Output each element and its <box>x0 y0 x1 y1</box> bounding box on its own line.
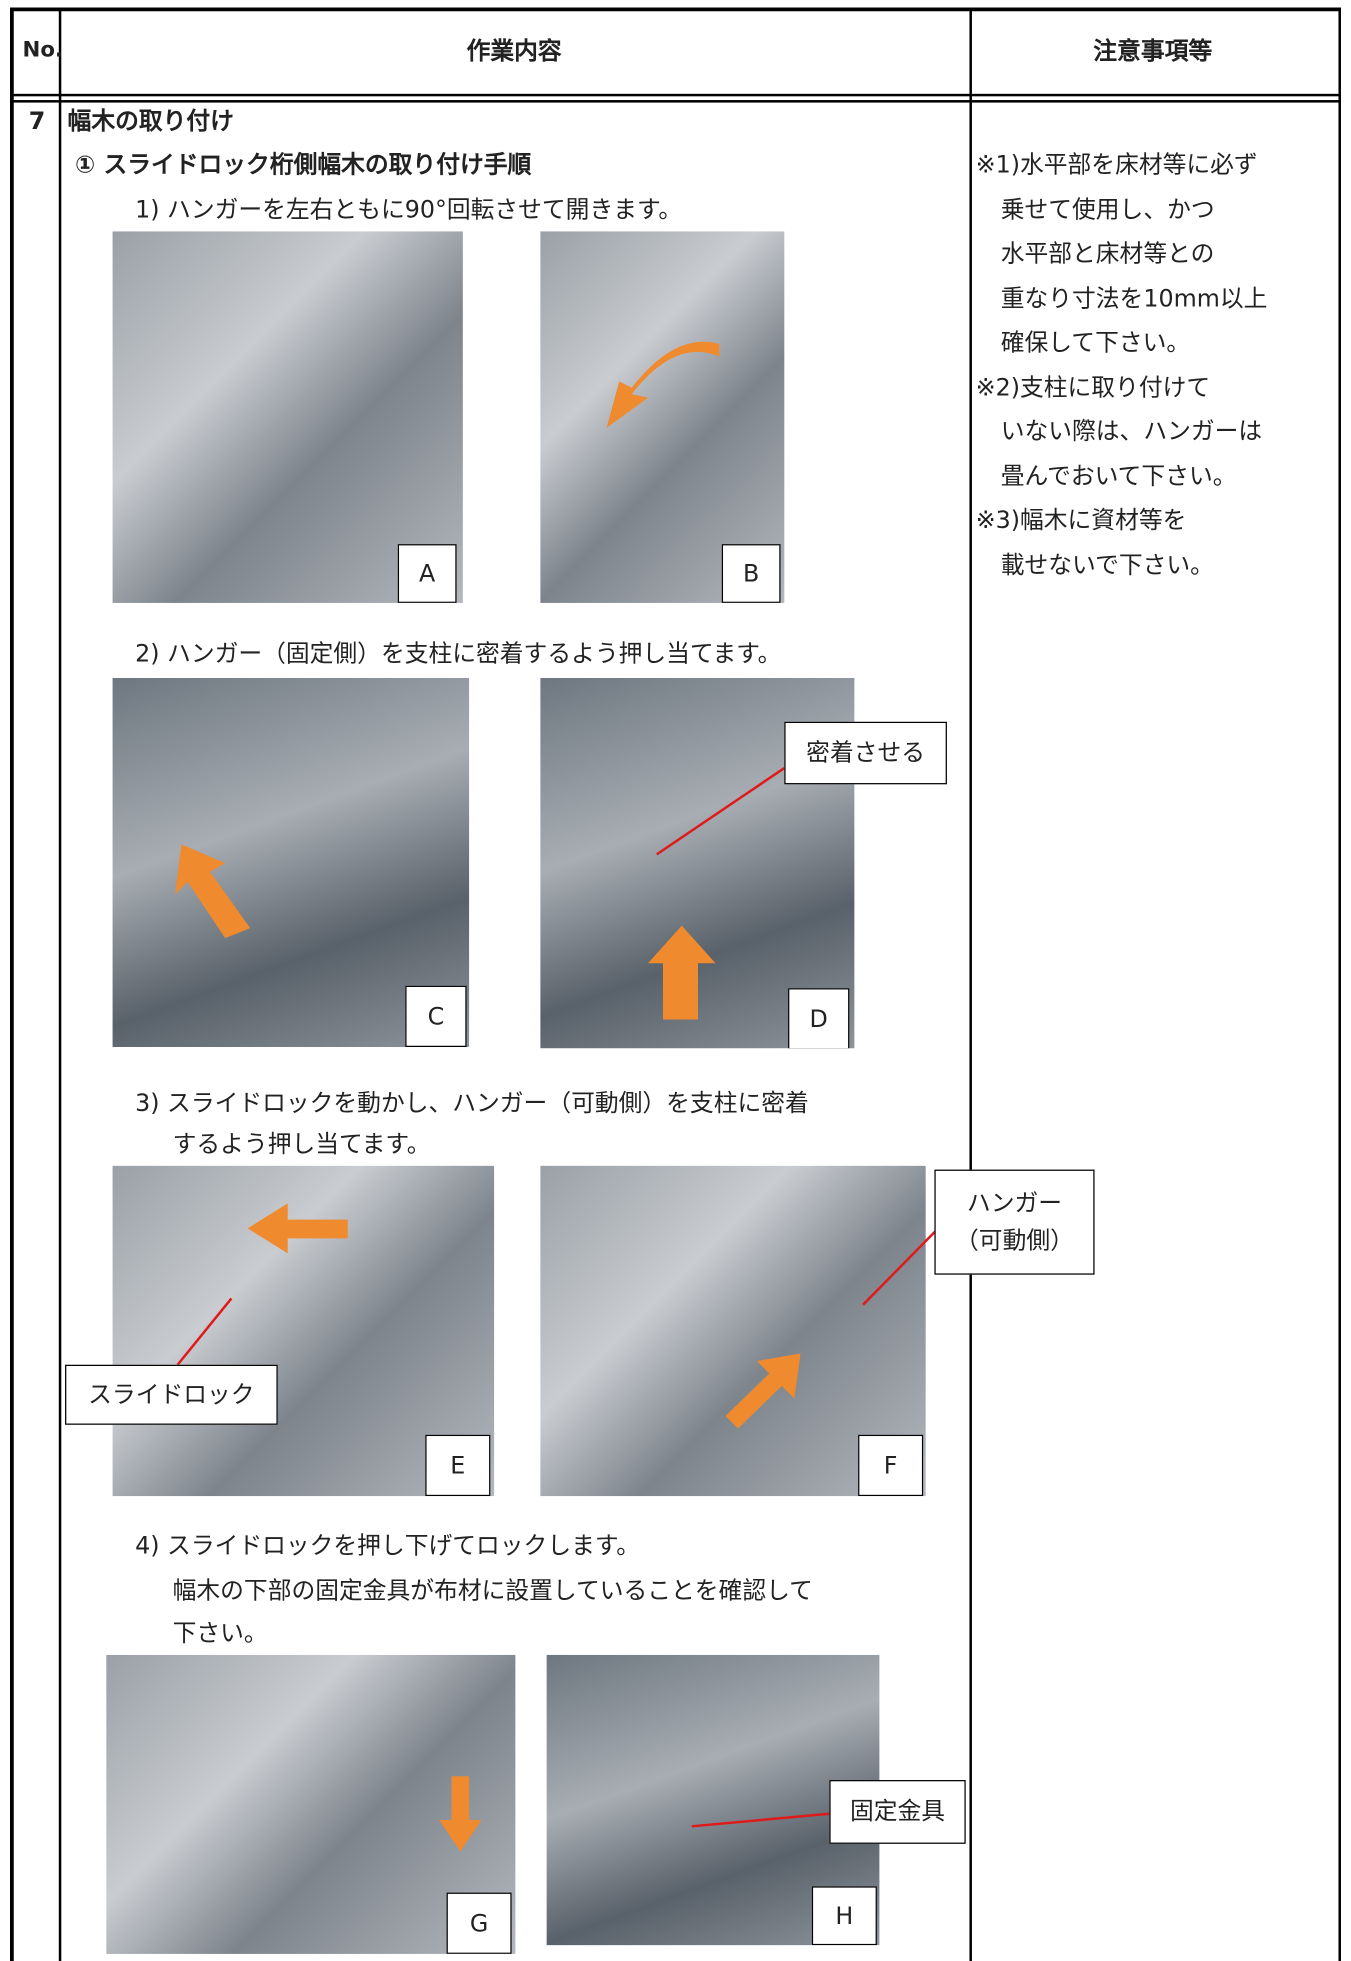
note-line: 確保して下さい。 <box>1000 328 1191 357</box>
pointer-line <box>862 1225 942 1306</box>
photo-label: A <box>397 544 457 603</box>
orange-arrow <box>247 1203 348 1254</box>
note-line: 載せないで下さい。 <box>1000 551 1214 579</box>
callout: スライドロック <box>65 1364 278 1425</box>
pointer-line <box>656 767 786 856</box>
border <box>969 7 972 1961</box>
photo-label: E <box>425 1434 491 1497</box>
pointer-line <box>691 1812 830 1828</box>
step-text: 2) ハンガー（固定側）を支柱に密着するよう押し当てます。 <box>135 640 782 668</box>
orange-arrow <box>606 341 720 428</box>
border <box>10 7 14 1961</box>
callout: ハンガー （可動側） <box>934 1169 1095 1275</box>
photo: F <box>540 1165 926 1497</box>
callout-text: （可動側） <box>955 1227 1074 1255</box>
orange-arrow <box>175 844 251 939</box>
step-text: 下さい。 <box>172 1619 268 1648</box>
header-no: No. <box>22 37 64 63</box>
step-text: 幅木の下部の固定金具が布材に設置していることを確認して <box>172 1577 813 1605</box>
callout: 密着させる <box>784 721 947 785</box>
photo-label: B <box>721 544 781 603</box>
callout-text: 固定金具 <box>849 1797 946 1826</box>
step-text: するよう押し当てます。 <box>172 1130 431 1159</box>
step-text: 3) スライドロックを動かし、ハンガー（可動側）を支柱に密着 <box>135 1089 809 1118</box>
photo: H <box>546 1654 880 1946</box>
header-notes: 注意事項等 <box>1093 37 1213 66</box>
step-text: 4) スライドロックを押し下げてロックします。 <box>135 1532 641 1560</box>
section-title: ① スライドロック桁側幅木の取り付け手順 <box>75 151 532 179</box>
row-no: 7 <box>28 107 46 136</box>
callout-text: 密着させる <box>806 739 926 767</box>
callout-text: ハンガー <box>966 1189 1063 1217</box>
photo-label: F <box>858 1434 924 1497</box>
orange-arrow <box>725 1353 801 1439</box>
callout-text: スライドロック <box>88 1380 255 1409</box>
border <box>10 7 1341 12</box>
note-line: ※1)水平部を床材等に必ず <box>975 151 1258 179</box>
photo-label: G <box>446 1892 512 1954</box>
border <box>1338 7 1341 1961</box>
photo-label: C <box>405 985 467 1048</box>
note-line: ※2)支柱に取り付けて <box>975 373 1211 401</box>
note-line: 乗せて使用し、かつ <box>1000 195 1215 224</box>
header-content: 作業内容 <box>466 37 562 66</box>
orange-arrow <box>439 1776 482 1852</box>
photo: C <box>112 677 470 1048</box>
note-line: ※3)幅木に資材等を <box>975 506 1187 535</box>
photo-label: H <box>811 1886 877 1946</box>
row-title: 幅木の取り付け <box>67 107 234 136</box>
note-line: 重なり寸法を10mm以上 <box>1000 284 1268 313</box>
orange-arrow <box>647 925 716 1020</box>
pointer-line <box>176 1297 233 1366</box>
photo: B <box>540 231 785 603</box>
border <box>58 7 61 1961</box>
photo: G <box>106 1654 516 1954</box>
photo-label: D <box>788 988 850 1049</box>
step-text: 1) ハンガーを左右ともに90°回転させて開きます。 <box>135 196 683 224</box>
note-line: 畳んでおいて下さい。 <box>1000 462 1237 490</box>
callout: 固定金具 <box>829 1780 966 1844</box>
photo: A <box>112 231 463 603</box>
border <box>10 93 1341 96</box>
note-line: いない際は、ハンガーは <box>1000 417 1263 446</box>
note-line: 水平部と床材等との <box>1000 240 1215 268</box>
border <box>10 100 1341 102</box>
